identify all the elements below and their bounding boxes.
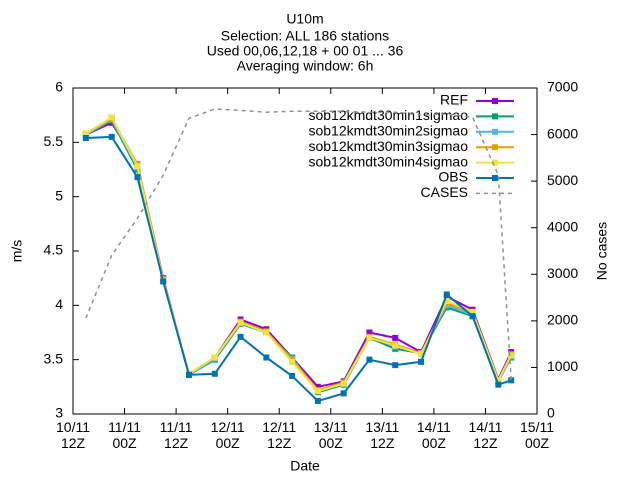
data-point: [366, 356, 373, 363]
data-point: [314, 383, 321, 390]
legend-label: sob12kmdt30min4sigmao: [308, 153, 468, 169]
data-point: [211, 354, 218, 361]
y2-tick-label: 2000: [547, 312, 578, 328]
data-point: [392, 362, 399, 369]
data-point: [108, 133, 115, 140]
y2-tick-label: 0: [547, 405, 555, 421]
legend-label: REF: [440, 92, 468, 108]
legend-label: sob12kmdt30min3sigmao: [308, 138, 468, 154]
x-tick-label: 11/11 12Z: [159, 419, 193, 451]
y2-tick-label: 7000: [547, 79, 578, 95]
series-line: [85, 135, 512, 403]
data-point: [366, 329, 373, 336]
legend-marker: [492, 98, 498, 104]
y-tick-label: 4.5: [44, 242, 64, 258]
data-point: [82, 134, 89, 141]
data-point: [160, 278, 167, 285]
x-tick-label: 14/11 12Z: [468, 419, 503, 451]
series-line: [85, 108, 512, 381]
data-point: [211, 370, 218, 377]
y-tick-label: 3: [55, 405, 63, 421]
data-point: [237, 333, 244, 340]
data-point: [314, 388, 321, 395]
y2-tick-label: 5000: [547, 172, 578, 188]
subtitle: Averaging window: 6h: [237, 58, 374, 74]
data-point: [263, 329, 270, 336]
y2-axis-label: No cases: [594, 222, 610, 280]
data-point: [263, 354, 270, 361]
data-point: [134, 163, 141, 170]
data-point: [82, 130, 89, 137]
legend-marker: [492, 144, 498, 151]
chart-title: U10m: [286, 11, 323, 27]
data-point: [443, 291, 450, 298]
legend-label: CASES: [421, 184, 468, 200]
data-point: [469, 313, 476, 320]
legend-label: sob12kmdt30min2sigmao: [308, 123, 468, 139]
data-point: [366, 334, 373, 341]
y-tick-label: 5.5: [44, 133, 64, 149]
data-point: [418, 358, 424, 365]
x-tick-label: 13/11 00Z: [313, 419, 348, 451]
y-tick-label: 3.5: [44, 350, 64, 366]
x-tick-label: 14/11 00Z: [416, 419, 451, 451]
data-point: [418, 351, 424, 358]
legend-marker: [492, 113, 498, 120]
data-point: [289, 372, 296, 379]
x-tick-label: 12/11 12Z: [262, 419, 297, 451]
x-tick-label: 15/11 00Z: [520, 419, 554, 451]
data-point: [237, 319, 244, 326]
y-tick-label: 5: [55, 187, 63, 203]
data-point: [340, 380, 347, 387]
data-point: [495, 377, 502, 384]
y2-tick-label: 3000: [547, 265, 578, 281]
y-tick-label: 4: [55, 296, 63, 312]
y-tick-label: 6: [55, 79, 63, 95]
data-point: [392, 334, 399, 341]
y2-tick-label: 1000: [547, 358, 578, 374]
x-tick-label: 13/11 12Z: [365, 419, 400, 451]
x-axis-label: Date: [290, 458, 320, 474]
data-point: [340, 390, 347, 397]
legend-marker: [492, 128, 498, 135]
legend-label: sob12kmdt30min1sigmao: [308, 107, 468, 123]
data-point: [314, 397, 321, 404]
data-point: [508, 377, 515, 384]
legend-label: OBS: [438, 169, 468, 185]
data-point: [443, 297, 450, 304]
subtitle: Used 00,06,12,18 + 00 01 ... 36: [207, 43, 404, 59]
data-point: [186, 371, 192, 378]
legend-marker: [492, 175, 498, 181]
legend-marker: [492, 159, 498, 166]
data-point: [469, 308, 476, 315]
x-tick-label: 10/11 12Z: [56, 419, 90, 451]
y-axis-label: m/s: [9, 240, 25, 263]
subtitle: Selection: ALL 186 stations: [221, 28, 389, 44]
y2-tick-label: 4000: [547, 218, 578, 234]
data-point: [134, 174, 141, 181]
data-point: [508, 352, 515, 359]
data-point: [289, 358, 296, 365]
y2-tick-label: 6000: [547, 125, 578, 141]
x-tick-label: 12/11 00Z: [210, 419, 245, 451]
data-point: [495, 381, 502, 388]
data-point: [108, 114, 115, 121]
data-point: [392, 342, 399, 349]
x-tick-label: 11/11 00Z: [108, 419, 142, 451]
